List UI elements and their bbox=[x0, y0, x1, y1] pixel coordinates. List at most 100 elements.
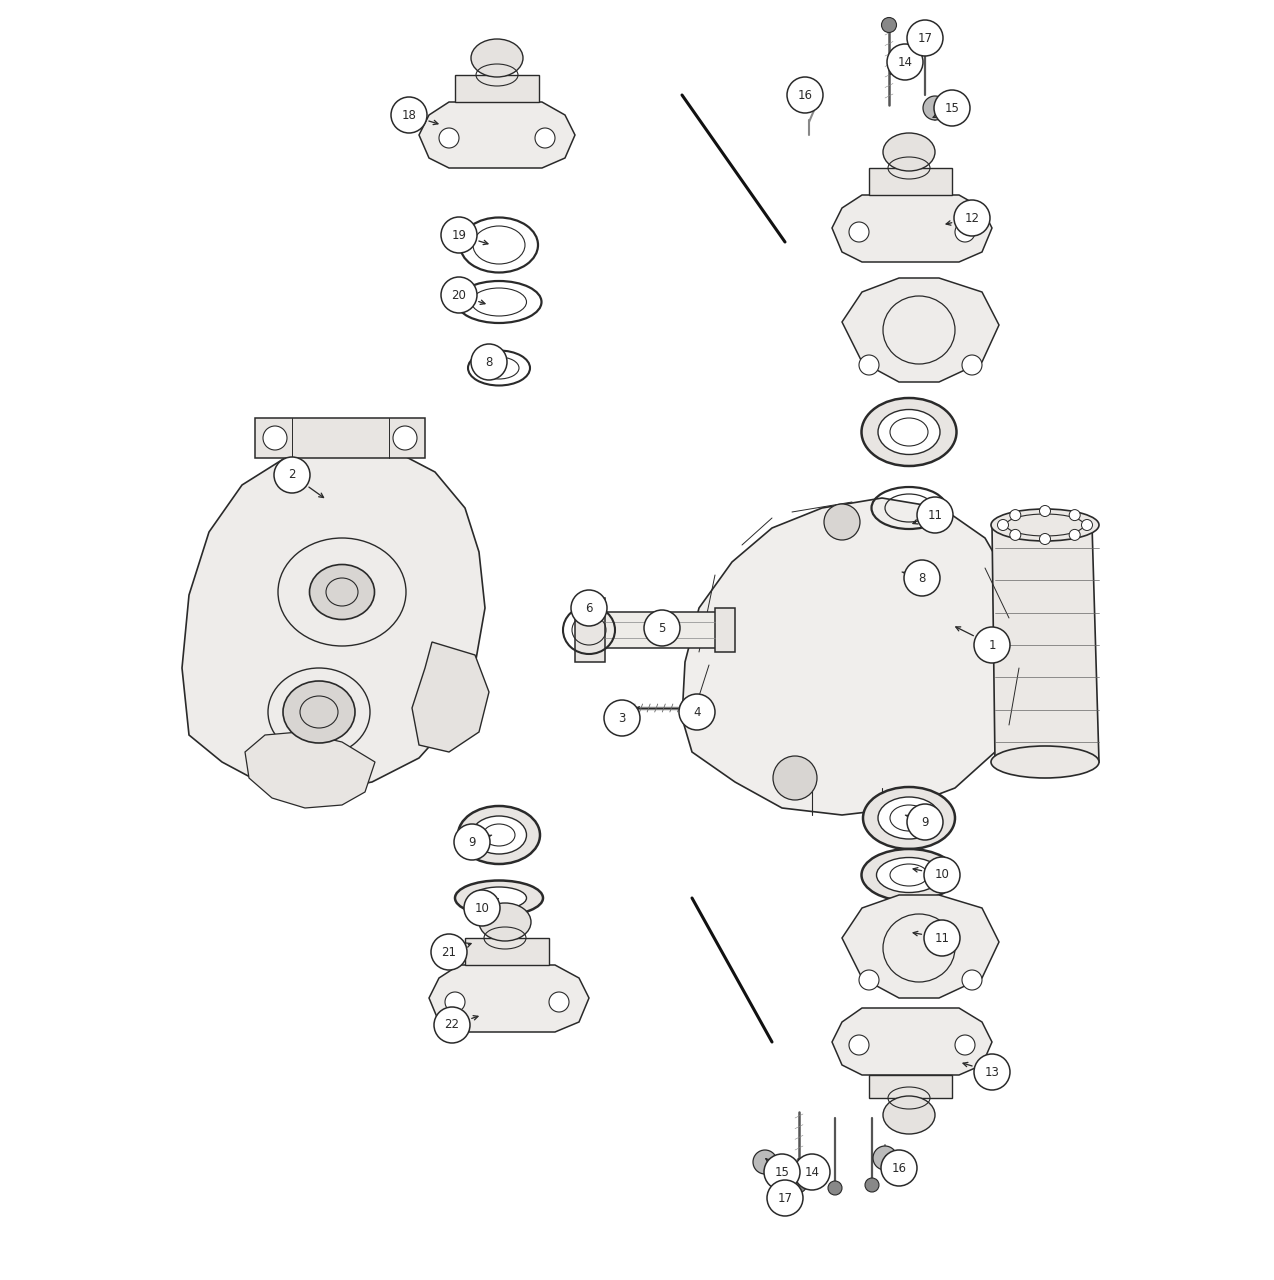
Text: 10: 10 bbox=[935, 869, 949, 882]
Text: 8: 8 bbox=[485, 356, 493, 369]
Circle shape bbox=[905, 561, 940, 596]
Ellipse shape bbox=[457, 806, 540, 864]
Polygon shape bbox=[455, 76, 539, 102]
Ellipse shape bbox=[471, 887, 526, 909]
Circle shape bbox=[643, 611, 680, 646]
Polygon shape bbox=[832, 195, 992, 262]
Text: 14: 14 bbox=[897, 55, 912, 69]
Polygon shape bbox=[842, 895, 999, 998]
Circle shape bbox=[773, 756, 817, 800]
Circle shape bbox=[1069, 530, 1080, 540]
Text: 11: 11 bbox=[927, 508, 943, 521]
Circle shape bbox=[791, 1178, 806, 1193]
Circle shape bbox=[604, 700, 640, 736]
Text: 6: 6 bbox=[585, 602, 592, 614]
Text: 10: 10 bbox=[474, 901, 489, 914]
Polygon shape bbox=[412, 643, 489, 751]
Text: 1: 1 bbox=[989, 639, 996, 652]
Circle shape bbox=[873, 1146, 897, 1170]
Circle shape bbox=[917, 497, 953, 532]
Circle shape bbox=[445, 992, 465, 1012]
Circle shape bbox=[1069, 509, 1080, 521]
Circle shape bbox=[975, 627, 1010, 663]
Ellipse shape bbox=[471, 38, 524, 77]
Circle shape bbox=[262, 426, 287, 451]
Text: 16: 16 bbox=[798, 88, 813, 101]
Circle shape bbox=[1040, 506, 1051, 517]
Text: 16: 16 bbox=[892, 1161, 907, 1175]
Circle shape bbox=[956, 221, 975, 242]
Circle shape bbox=[924, 858, 961, 893]
Polygon shape bbox=[685, 698, 705, 718]
Text: 18: 18 bbox=[401, 109, 417, 122]
Polygon shape bbox=[419, 102, 575, 168]
Text: 14: 14 bbox=[804, 1166, 819, 1179]
Text: 20: 20 bbox=[451, 288, 466, 302]
Circle shape bbox=[828, 1181, 842, 1196]
Text: 3: 3 bbox=[618, 712, 626, 724]
Text: 15: 15 bbox=[944, 101, 959, 114]
Circle shape bbox=[1010, 509, 1020, 521]
Text: 5: 5 bbox=[659, 622, 666, 635]
Ellipse shape bbox=[310, 564, 375, 620]
Circle shape bbox=[962, 970, 982, 989]
Circle shape bbox=[962, 355, 982, 375]
Text: 9: 9 bbox=[921, 815, 929, 828]
Circle shape bbox=[882, 1149, 917, 1187]
Ellipse shape bbox=[861, 849, 957, 901]
Circle shape bbox=[464, 890, 499, 925]
Text: 17: 17 bbox=[777, 1192, 792, 1204]
Polygon shape bbox=[842, 278, 999, 381]
Text: 22: 22 bbox=[445, 1019, 460, 1032]
Circle shape bbox=[922, 96, 947, 120]
Ellipse shape bbox=[878, 797, 940, 838]
Ellipse shape bbox=[883, 133, 935, 172]
Text: 15: 15 bbox=[775, 1166, 790, 1179]
Circle shape bbox=[907, 20, 943, 56]
Ellipse shape bbox=[283, 681, 355, 742]
Ellipse shape bbox=[479, 902, 531, 941]
Text: 4: 4 bbox=[693, 705, 701, 718]
Circle shape bbox=[848, 221, 869, 242]
Ellipse shape bbox=[877, 858, 941, 892]
Circle shape bbox=[1040, 534, 1051, 544]
Circle shape bbox=[767, 1180, 803, 1216]
Text: 13: 13 bbox=[985, 1065, 999, 1079]
Circle shape bbox=[998, 520, 1009, 530]
Ellipse shape bbox=[991, 509, 1099, 541]
Polygon shape bbox=[869, 168, 952, 195]
Circle shape bbox=[441, 276, 476, 314]
Circle shape bbox=[471, 344, 507, 380]
Circle shape bbox=[431, 934, 468, 970]
Circle shape bbox=[764, 1155, 800, 1190]
Ellipse shape bbox=[861, 398, 957, 466]
Circle shape bbox=[975, 1053, 1010, 1091]
Circle shape bbox=[392, 426, 417, 451]
Text: 9: 9 bbox=[469, 836, 475, 849]
Circle shape bbox=[535, 128, 555, 148]
Circle shape bbox=[924, 920, 961, 956]
Text: 2: 2 bbox=[288, 468, 296, 481]
Circle shape bbox=[454, 824, 490, 860]
Circle shape bbox=[274, 457, 310, 493]
Circle shape bbox=[391, 97, 427, 133]
Circle shape bbox=[571, 590, 606, 626]
Circle shape bbox=[679, 694, 715, 730]
Circle shape bbox=[882, 18, 897, 32]
Circle shape bbox=[934, 90, 970, 125]
Polygon shape bbox=[869, 1075, 952, 1098]
Circle shape bbox=[549, 992, 569, 1012]
Text: 17: 17 bbox=[917, 32, 933, 45]
Text: 8: 8 bbox=[919, 571, 926, 585]
Polygon shape bbox=[832, 1009, 992, 1075]
Circle shape bbox=[441, 218, 476, 253]
Circle shape bbox=[824, 504, 860, 540]
Text: 12: 12 bbox=[964, 211, 980, 224]
Circle shape bbox=[859, 970, 879, 989]
Circle shape bbox=[919, 26, 933, 38]
Polygon shape bbox=[182, 442, 485, 792]
Text: 19: 19 bbox=[451, 229, 466, 242]
Circle shape bbox=[887, 44, 922, 81]
Circle shape bbox=[907, 804, 943, 840]
Polygon shape bbox=[715, 608, 735, 652]
